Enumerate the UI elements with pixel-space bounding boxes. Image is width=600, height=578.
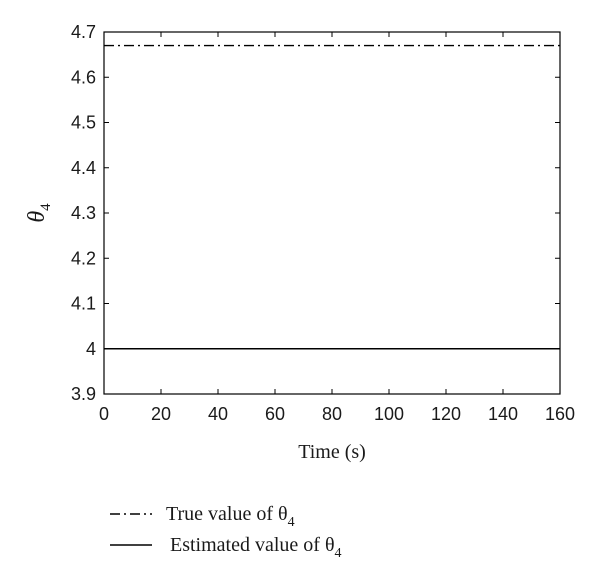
plot-frame xyxy=(103,31,561,395)
legend-entry-label: Estimated value of θ4 xyxy=(170,534,342,561)
x-tick-label: 60 xyxy=(265,404,285,424)
y-tick-label: 3.9 xyxy=(71,384,96,404)
legend: True value of θ4 Estimated value of θ4 xyxy=(110,503,342,561)
x-tick-label: 120 xyxy=(431,404,461,424)
x-tick-label: 40 xyxy=(208,404,228,424)
y-tick-label: 4.4 xyxy=(71,158,96,178)
y-tick-label: 4 xyxy=(86,339,96,359)
y-axis-label-symbol: θ xyxy=(24,211,50,223)
y-tick-label: 4.5 xyxy=(71,113,96,133)
x-tick-label: 80 xyxy=(322,404,342,424)
y-tick-label: 4.6 xyxy=(71,67,96,87)
x-tick-label: 20 xyxy=(151,404,171,424)
y-tick-label: 4.7 xyxy=(71,22,96,42)
x-tick-label: 0 xyxy=(99,404,109,424)
series-group xyxy=(104,44,560,350)
x-tick-label: 160 xyxy=(545,404,575,424)
legend-entry-label: True value of θ4 xyxy=(166,503,295,530)
y-axis-label-subscript: 4 xyxy=(38,203,54,211)
y-tick-label: 4.3 xyxy=(71,203,96,223)
axis-ticks: 0 20 40 60 80 100 120 140 160 3.9 4 4.1 4.2 4.3 4.4 4.5… xyxy=(71,22,575,424)
y-tick-label: 4.2 xyxy=(71,248,96,268)
x-tick-label: 100 xyxy=(374,404,404,424)
x-tick-label: 140 xyxy=(488,404,518,424)
y-axis-label: θ4 xyxy=(24,203,54,223)
y-tick-label: 4.1 xyxy=(71,294,96,314)
x-axis-label: Time (s) xyxy=(298,441,366,463)
